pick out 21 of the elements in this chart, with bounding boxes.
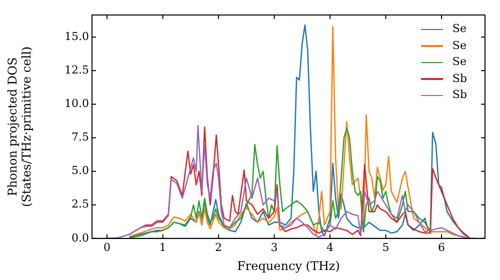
y-tick-label: 15.0 — [64, 30, 89, 43]
legend-label: Se — [452, 38, 466, 54]
x-tick-label: 3 — [270, 240, 278, 254]
y-tick-label: 12.5 — [64, 64, 89, 77]
y-tick-label: 0.0 — [72, 231, 89, 244]
x-tick-label: 0 — [104, 240, 111, 254]
x-tick-label: 2 — [215, 240, 222, 254]
y-tick-label: 5.0 — [72, 164, 89, 178]
legend-label: Se — [452, 21, 466, 37]
legend-label: Sb — [452, 87, 467, 103]
x-tick-label: 4 — [326, 240, 334, 254]
x-tick-label: 6 — [438, 240, 446, 254]
x-axis-title: Frequency (THz) — [237, 258, 340, 273]
y-tick-label: 10.0 — [64, 97, 89, 110]
legend-label: Sb — [452, 70, 467, 86]
y-tick-label: 2.5 — [72, 198, 89, 211]
y-axis-title: Phonon projected DOS (States/THz·primitive cell) — [5, 46, 34, 208]
y-tick-label: 7.5 — [72, 130, 89, 144]
x-tick-label: 1 — [159, 240, 166, 254]
x-tick-label: 5 — [382, 240, 390, 254]
legend-label: Se — [452, 54, 466, 70]
